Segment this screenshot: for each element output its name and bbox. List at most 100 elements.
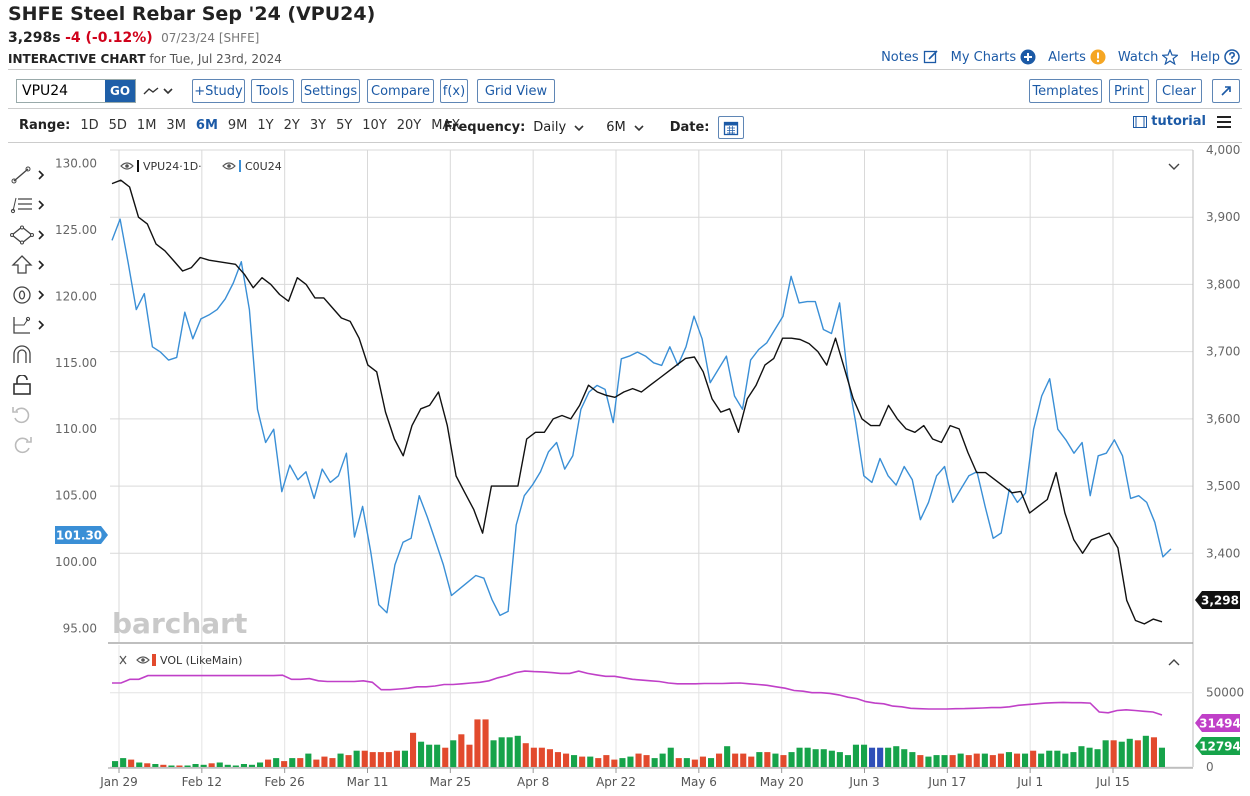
arrow-tool[interactable]: [8, 250, 53, 280]
volume-bar: [418, 741, 425, 767]
volume-bar: [1046, 750, 1053, 767]
tutorial-link[interactable]: tutorial: [1133, 114, 1232, 129]
fib-tool[interactable]: [8, 190, 53, 220]
go-button[interactable]: GO: [105, 80, 135, 102]
my-charts-link[interactable]: My Charts: [951, 49, 1037, 65]
volume-bar: [176, 765, 183, 767]
fibonacci-icon: [10, 197, 45, 214]
volume-bar: [949, 755, 956, 767]
menu-icon[interactable]: [1216, 115, 1232, 129]
volume-bar: [1005, 752, 1012, 767]
volume-bar: [1022, 753, 1029, 767]
volume-bar: [675, 758, 682, 767]
main-legend[interactable]: VPU24·1D·: [120, 160, 202, 173]
volume-bar: [490, 740, 497, 768]
range-1y[interactable]: 1Y: [257, 117, 274, 133]
volume-bar: [877, 747, 884, 767]
volume-bar: [530, 747, 537, 767]
range-9m[interactable]: 9M: [227, 117, 248, 133]
range-10y[interactable]: 10Y: [362, 117, 387, 133]
expand-chevron-icon[interactable]: [1168, 659, 1180, 666]
volume-bar: [385, 752, 392, 767]
redo-button[interactable]: [8, 430, 53, 460]
eye-pupil: [227, 164, 231, 168]
volume-bar: [522, 743, 529, 767]
measure-icon: [13, 316, 45, 334]
divider: [8, 69, 1242, 70]
range-2y[interactable]: 2Y: [283, 117, 300, 133]
collapse-chevron-icon[interactable]: [1168, 163, 1180, 170]
date-picker-button[interactable]: [717, 116, 744, 139]
volume-bar: [812, 749, 819, 767]
frequency-dropdown[interactable]: Daily: [533, 120, 584, 135]
volume-bar: [482, 719, 489, 767]
eye-pupil: [125, 164, 129, 168]
range-max[interactable]: MAX: [431, 117, 461, 133]
symbol-input[interactable]: [17, 80, 105, 102]
templates-button[interactable]: Templates: [1029, 79, 1102, 103]
range-6m[interactable]: 6M: [195, 117, 218, 133]
settings-button[interactable]: Settings: [301, 79, 360, 103]
range-3y[interactable]: 3Y: [309, 117, 327, 133]
help-link[interactable]: Help: [1190, 49, 1240, 65]
price-chart[interactable]: 130.00 125.00 120.00 115.00 110.00 105.00 100.…: [0, 145, 1250, 796]
drawing-tools: [8, 160, 53, 460]
volume-bar: [667, 747, 674, 767]
range-1m[interactable]: 1M: [136, 117, 157, 133]
range-label: Range:: [19, 117, 71, 133]
grid-view-button[interactable]: Grid View: [477, 79, 555, 103]
volume-bar: [337, 753, 344, 767]
shape-tool[interactable]: [8, 220, 53, 250]
line-tool[interactable]: [8, 160, 53, 190]
right-tick-label: 3,500: [1206, 479, 1240, 493]
range-1d[interactable]: 1D: [80, 117, 99, 133]
x-tick-label: May 6: [681, 775, 717, 789]
chevron-down-icon: [634, 124, 644, 131]
watch-link[interactable]: Watch: [1118, 49, 1179, 65]
volume-bar: [506, 737, 513, 767]
range-5y[interactable]: 5Y: [336, 117, 353, 133]
notes-link[interactable]: Notes: [881, 49, 939, 65]
film-icon: [1133, 115, 1148, 128]
measure-tool[interactable]: [8, 310, 53, 340]
expand-button[interactable]: [1212, 79, 1240, 103]
volume-bar: [377, 752, 384, 767]
volume-bar: [651, 758, 658, 767]
magnet-icon: [13, 345, 31, 363]
add-study-button[interactable]: +Study: [192, 79, 245, 103]
annotation-tool[interactable]: [8, 280, 53, 310]
right-tick-label: 3,400: [1206, 546, 1240, 560]
volume-avg-badge: 31494: [1195, 714, 1241, 732]
magnet-tool[interactable]: [8, 340, 53, 370]
volume-bar: [514, 735, 521, 767]
volume-bar: [1110, 740, 1117, 768]
lock-tool[interactable]: [8, 370, 53, 400]
edit-icon: [923, 50, 938, 64]
function-button[interactable]: f(x): [440, 79, 468, 103]
volume-bar: [965, 755, 972, 767]
compare-button[interactable]: Compare: [367, 79, 434, 103]
print-button[interactable]: Print: [1109, 79, 1149, 103]
volume-bar: [546, 749, 553, 767]
compare-legend[interactable]: C0U24: [222, 160, 282, 173]
volume-bar: [587, 756, 594, 767]
volume-bar: [716, 753, 723, 767]
volume-bar: [764, 752, 771, 767]
volume-bar: [579, 756, 586, 767]
clear-button[interactable]: Clear: [1156, 79, 1202, 103]
volume-bar: [989, 755, 996, 767]
period-dropdown[interactable]: 6M: [606, 120, 644, 135]
range-3m[interactable]: 3M: [166, 117, 186, 133]
series-line-vpu24: [111, 179, 1163, 625]
range-5d[interactable]: 5D: [108, 117, 127, 133]
calendar-icon: [723, 121, 738, 135]
left-tick-label: 95.00: [63, 622, 97, 636]
volume-bar: [1038, 753, 1045, 767]
tools-button[interactable]: Tools: [251, 79, 294, 103]
undo-button[interactable]: [8, 400, 53, 430]
chart-subtitle: INTERACTIVE CHART for Tue, Jul 23rd, 202…: [8, 52, 282, 66]
chart-type-dropdown[interactable]: [142, 82, 176, 100]
alerts-link[interactable]: Alerts: [1048, 49, 1106, 65]
range-20y[interactable]: 20Y: [396, 117, 422, 133]
range-selector: Range: 1D 5D 1M 3M 6M 9M 1Y 2Y 3Y 5Y 10Y…: [19, 116, 1240, 134]
